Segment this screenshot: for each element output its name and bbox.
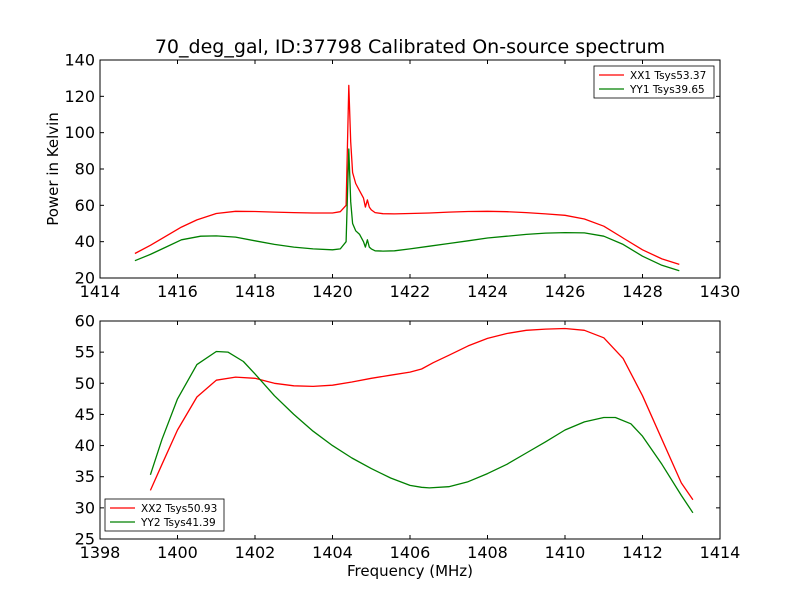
bottom-y-tick-label: 45: [75, 405, 95, 424]
bottom-x-tick-label: 1410: [545, 543, 586, 562]
bottom-y-tick-label: 35: [75, 467, 95, 486]
bottom-legend-box: [104, 498, 225, 532]
top-plot-frame: [99, 59, 721, 279]
top-legend-label-1: XX1 Tsys53.37: [630, 70, 706, 82]
top-y-tick-label: 40: [75, 232, 95, 251]
top-series-line-1: [134, 84, 680, 266]
top-legend-label-2: YY1 Tsys39.65: [629, 84, 705, 96]
top-y-tick-label: 60: [75, 196, 95, 215]
bottom-spectrum-plot: 1398 1400 1402 1404 1406 1408 1410 1412 1414 25 30…: [75, 312, 741, 563]
top-x-tick-label: 1422: [390, 282, 431, 301]
bottom-x-tick-label: 1406: [390, 543, 431, 562]
top-y-tick-label: 100: [64, 123, 95, 142]
bottom-series-line-2: [149, 350, 694, 514]
top-y-tick-label: 20: [75, 269, 95, 288]
bottom-x-tick-label: 1400: [157, 543, 198, 562]
bottom-x-tick-label: 1404: [312, 543, 353, 562]
top-y-tick-label: 120: [64, 87, 95, 106]
x-axis-label: Frequency (MHz): [347, 562, 473, 580]
figure-title: 70_deg_gal, ID:37798 Calibrated On-sourc…: [155, 36, 665, 58]
top-x-tick-label: 1426: [545, 282, 586, 301]
top-y-tick-label: 80: [75, 160, 95, 179]
bottom-plot-frame: [99, 320, 721, 540]
bottom-y-tick-label: 25: [75, 530, 95, 549]
bottom-x-tick-label: 1414: [700, 543, 741, 562]
top-series-line-2: [134, 148, 680, 272]
bottom-x-tick-label: 1408: [467, 543, 508, 562]
top-x-tick-label: 1416: [157, 282, 198, 301]
bottom-series-line-1: [149, 327, 694, 501]
top-x-tick-label: 1428: [622, 282, 663, 301]
bottom-y-tick-label: 30: [75, 498, 95, 517]
bottom-x-tick-label: 1412: [622, 543, 663, 562]
bottom-x-tick-label: 1398: [80, 543, 121, 562]
bottom-y-tick-label: 55: [75, 343, 95, 362]
bottom-y-tick-label: 60: [75, 312, 95, 331]
top-spectrum-plot: 1414 1416 1418 1420 1422 1424 1426 1428 1430 20 40…: [64, 51, 740, 302]
top-x-tick-label: 1430: [700, 282, 741, 301]
top-legend-box: [593, 65, 715, 99]
top-x-tick-label: 1424: [467, 282, 508, 301]
top-x-tick-label: 1414: [80, 282, 121, 301]
y-axis-label: Power in Kelvin: [44, 112, 62, 226]
bottom-legend-label-1: XX2 Tsys50.93: [141, 503, 217, 515]
top-x-tick-label: 1418: [235, 282, 276, 301]
bottom-legend-label-2: YY2 Tsys41.39: [140, 517, 216, 529]
bottom-y-tick-label: 50: [75, 374, 95, 393]
top-x-tick-label: 1420: [312, 282, 353, 301]
bottom-y-tick-label: 40: [75, 436, 95, 455]
bottom-x-tick-label: 1402: [235, 543, 276, 562]
top-y-tick-label: 140: [64, 51, 95, 70]
